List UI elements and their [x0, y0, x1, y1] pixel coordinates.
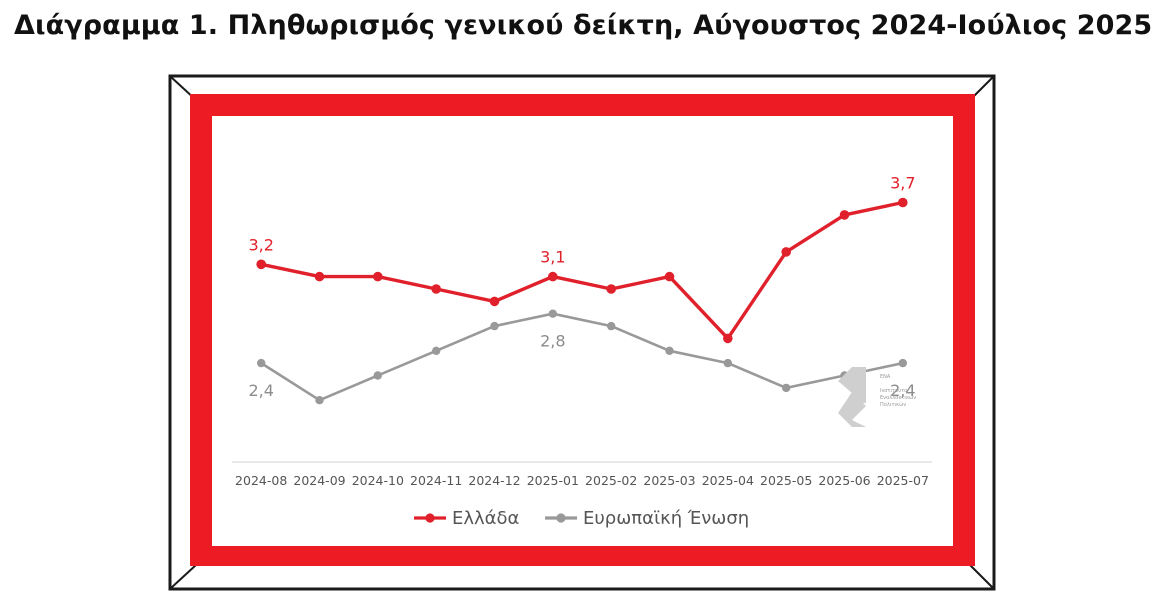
frame-outer-border	[168, 74, 996, 591]
data-point-greece	[314, 271, 325, 282]
series-layer	[256, 197, 908, 405]
logo-text-line: Εναλλακτικών	[880, 394, 916, 401]
x-tick-label: 2025-04	[702, 473, 754, 488]
data-label-greece: 3,7	[890, 174, 915, 193]
legend: Ελλάδα Ευρωπαϊκή Ένωση	[414, 508, 749, 529]
data-point-greece	[548, 271, 558, 282]
data-point-eu	[607, 321, 616, 331]
data-point-eu	[432, 346, 441, 355]
x-tick-label: 2024-10	[352, 473, 404, 488]
x-tick-label: 2025-05	[760, 473, 812, 488]
logo-text-line: Πολιτικών	[880, 401, 906, 408]
legend-label-greece: Ελλάδα	[452, 508, 519, 529]
x-tick-label: 2025-01	[527, 473, 579, 488]
picture-frame	[168, 74, 996, 591]
x-tick-label: 2024-08	[235, 473, 287, 488]
data-point-greece	[489, 296, 500, 307]
data-point-eu	[257, 358, 266, 368]
x-tick-label: 2025-02	[585, 473, 637, 488]
x-tick-label: 2025-03	[643, 473, 695, 488]
x-axis-ticks: 2024-08 2024-09 2024-10 2024-11 2024-12 2025-…	[235, 473, 929, 488]
data-point-greece	[431, 284, 442, 294]
data-point-greece	[839, 210, 850, 220]
x-tick-label: 2024-09	[293, 473, 345, 488]
data-label-eu: 2,4	[890, 381, 915, 400]
x-tick-label: 2025-06	[818, 473, 870, 488]
frame-corner-line	[969, 564, 994, 589]
logo-text-line: Ινστιτούτο	[880, 387, 907, 394]
data-point-eu	[782, 383, 791, 393]
data-point-greece	[606, 284, 616, 294]
series-line-eu	[259, 312, 905, 402]
data-label-eu: 2,8	[540, 332, 565, 351]
data-point-eu	[315, 396, 324, 405]
data-point-greece	[373, 271, 383, 282]
series-line-greece	[259, 200, 905, 341]
data-point-eu	[723, 358, 732, 368]
ena-logo: ΕΝΑ Ινστιτούτο Εναλλακτικών Πολιτικών	[838, 367, 916, 427]
data-point-greece	[256, 259, 267, 270]
data-point-eu	[548, 309, 557, 318]
data-point-eu	[898, 358, 907, 368]
data-label-eu: 2,4	[248, 381, 273, 400]
data-point-eu	[373, 371, 382, 380]
legend-marker-greece	[425, 513, 435, 523]
x-tick-label: 2024-12	[468, 473, 520, 488]
data-label-greece: 3,2	[248, 235, 273, 254]
data-point-greece	[723, 333, 733, 344]
ena-logo-icon	[838, 367, 866, 427]
legend-marker-eu	[556, 513, 566, 523]
x-tick-label: 2025-07	[877, 473, 929, 488]
data-point-eu	[665, 346, 674, 355]
data-point-eu	[490, 321, 499, 331]
data-point-greece	[664, 271, 675, 282]
logo-text-line: ΕΝΑ	[880, 374, 891, 380]
data-labels-layer: 3,2 3,1 3,7 2,4 2,8 2,4	[248, 174, 915, 401]
data-point-greece	[781, 247, 791, 257]
page-title: Διάγραμμα 1. Πληθωρισμός γενικού δείκτη,…	[14, 10, 1153, 41]
frame-corner-line	[170, 564, 197, 589]
x-tick-label: 2024-11	[410, 473, 462, 488]
data-point-greece	[898, 197, 908, 208]
data-label-greece: 3,1	[540, 248, 565, 267]
legend-label-eu: Ευρωπαϊκή Ένωση	[583, 508, 749, 529]
